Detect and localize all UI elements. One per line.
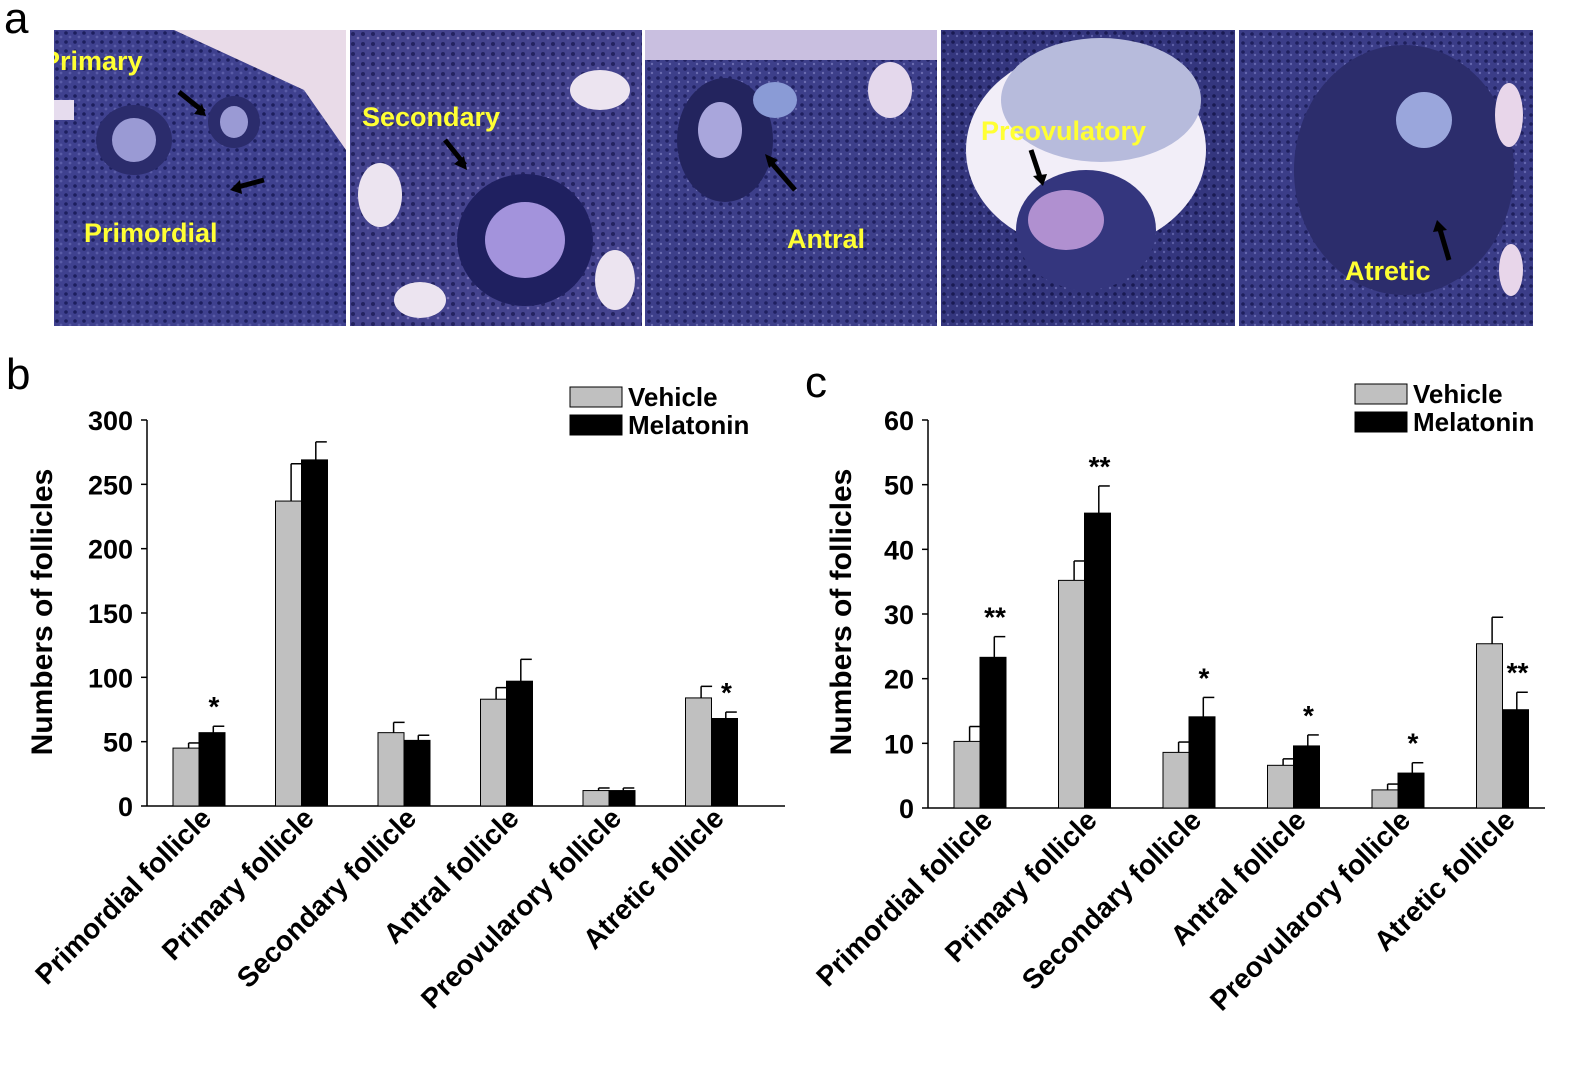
y-tick-label: 250 [88, 470, 133, 500]
micrograph-label-secondary: Secondary [362, 102, 500, 132]
panel-label-c: c [805, 358, 827, 407]
micrograph-antral: Antral [645, 30, 937, 326]
x-tick-label: Secondary follicle [231, 802, 422, 993]
legend-swatch-melatonin [569, 414, 623, 436]
micrograph-4-image: Preovulatory [941, 30, 1235, 326]
significance-marker: * [1303, 700, 1314, 731]
significance-marker: ** [984, 602, 1006, 633]
y-axis-title: Numbers of follicles [26, 469, 59, 756]
bar-melatonin [711, 718, 738, 807]
micrograph-3-image: Antral [645, 30, 937, 326]
panel-label-a: a [4, 0, 29, 43]
bar-melatonin [506, 680, 533, 807]
y-tick-label: 50 [103, 728, 133, 758]
bar-melatonin [1502, 709, 1529, 809]
bar-vehicle [275, 500, 302, 807]
y-tick-label: 200 [88, 535, 133, 565]
bar-melatonin [403, 739, 431, 807]
y-tick-label: 50 [884, 471, 914, 501]
y-tick-label: 0 [118, 792, 133, 822]
micrograph-5-image: Atretic [1239, 30, 1533, 326]
bar-melatonin [1397, 772, 1425, 809]
micrograph-2-image: Secondary [350, 30, 642, 326]
micrograph-atretic: Atretic [1239, 30, 1533, 326]
bar-vehicle [685, 697, 712, 807]
bar-vehicle [1267, 764, 1294, 809]
legend-label-vehicle: Vehicle [1413, 379, 1503, 409]
chart-b: 0 50 100 150 200 250 300 Numbers of follicles * P… [26, 382, 785, 1015]
significance-marker: * [1408, 728, 1419, 759]
bar-vehicle [953, 740, 981, 809]
significance-marker: * [1199, 662, 1210, 693]
bar-melatonin [608, 790, 636, 807]
y-tick-label: 150 [88, 599, 133, 629]
bar-melatonin [1293, 745, 1320, 809]
legend-label-melatonin: Melatonin [628, 410, 749, 440]
y-tick-label: 40 [884, 535, 914, 565]
legend-swatch-vehicle [1354, 383, 1408, 405]
y-tick-label: 60 [884, 406, 914, 436]
micrograph-label-antral: Antral [787, 224, 865, 254]
x-tick-label: Primordial follicle [810, 804, 998, 992]
significance-marker: ** [1089, 451, 1111, 482]
y-tick-label: 10 [884, 729, 914, 759]
bar-vehicle [480, 698, 507, 807]
bar-melatonin [1084, 512, 1111, 809]
micrograph-preovulatory: Preovulatory [941, 30, 1235, 326]
legend-label-melatonin: Melatonin [1413, 407, 1534, 437]
legend-swatch-melatonin [1354, 411, 1408, 433]
y-tick-label: 300 [88, 406, 133, 436]
panel-label-b: b [6, 350, 31, 399]
y-tick-label: 30 [884, 600, 914, 630]
legend-label-vehicle: Vehicle [628, 382, 718, 412]
x-tick-label: Preovularory follicle [1204, 804, 1416, 1016]
bar-melatonin [301, 459, 328, 807]
y-tick-label: 100 [88, 663, 133, 693]
micrograph-secondary: Secondary [350, 30, 642, 326]
x-tick-label: Secondary follicle [1016, 804, 1207, 995]
bar-vehicle [1058, 579, 1085, 809]
significance-marker: * [721, 677, 732, 708]
micrograph-label-primary: Primary [54, 46, 143, 76]
micrograph-label-atretic: Atretic [1345, 256, 1431, 286]
micrograph-label-preovulatory: Preovulatory [981, 116, 1146, 146]
bar-melatonin [1188, 716, 1216, 809]
significance-marker: * [209, 691, 220, 722]
y-tick-label: 0 [899, 794, 914, 824]
bar-melatonin [979, 656, 1007, 809]
bar-vehicle [1476, 643, 1503, 809]
y-axis-title: Numbers of follicles [825, 469, 858, 756]
bar-vehicle [1162, 751, 1190, 809]
significance-marker: ** [1507, 657, 1529, 688]
x-tick-label: Primordial follicle [29, 802, 217, 990]
micrograph-1-image: Primary Primordial [54, 30, 346, 326]
bar-vehicle [377, 732, 405, 807]
bar-melatonin [198, 732, 226, 807]
legend-swatch-vehicle [569, 386, 623, 408]
micrograph-label-primordial: Primordial [84, 218, 218, 248]
x-tick-label: Preovularory follicle [415, 802, 627, 1014]
bar-vehicle [172, 747, 200, 807]
y-tick-label: 20 [884, 665, 914, 695]
micrograph-primary-primordial: Primary Primordial [54, 30, 346, 326]
